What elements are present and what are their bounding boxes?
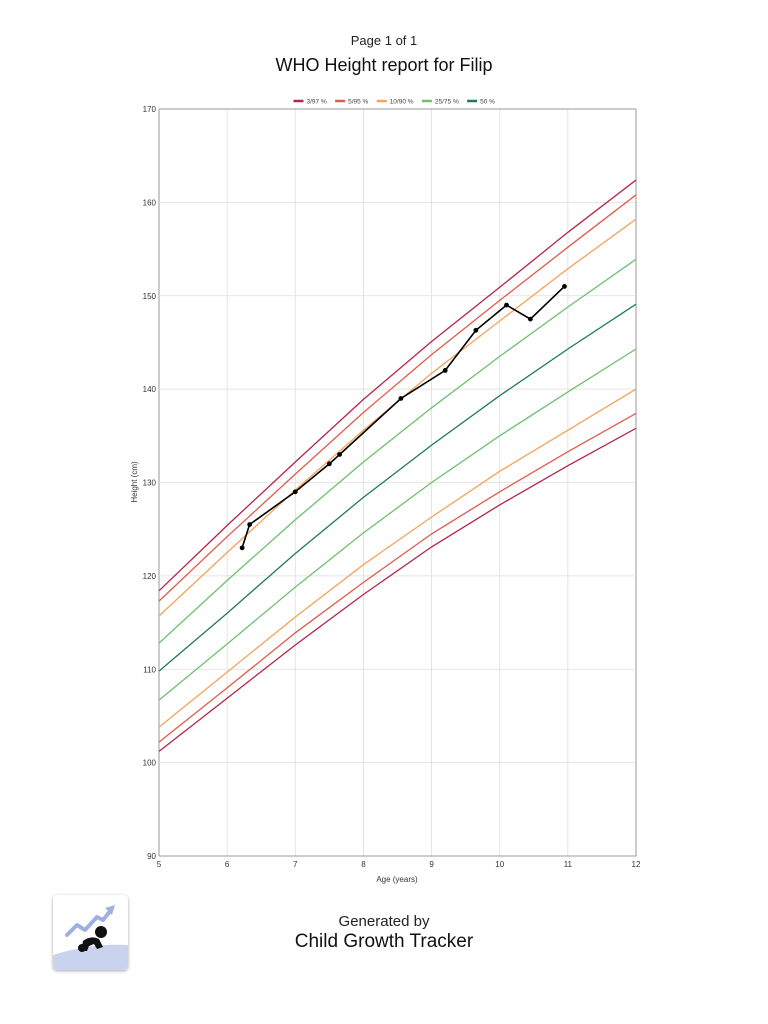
x-axis-label: Age (years)	[376, 875, 418, 884]
percentile-curves	[158, 179, 637, 752]
measurement-point	[292, 489, 298, 495]
legend-label: 5/95 %	[348, 98, 368, 105]
x-tick-label: 12	[632, 860, 641, 869]
measurement-point	[326, 461, 332, 467]
legend-label: 50 %	[480, 98, 495, 105]
percentile-curve-p95	[158, 194, 637, 602]
x-tick-label: 5	[157, 860, 162, 869]
measurement-point	[239, 545, 245, 551]
legend-item: 3/97 %	[293, 98, 327, 105]
height-chart: 3/97 % 5/95 % 10/90 % 25/75 % 50 % 5 6 7 8 9 10 11…	[130, 98, 641, 884]
x-tick-label: 8	[361, 860, 366, 869]
measurement-point	[247, 522, 253, 527]
x-tick-label: 7	[293, 860, 298, 869]
measurement-line	[241, 285, 565, 549]
chart-legend: 3/97 % 5/95 % 10/90 % 25/75 % 50 %	[293, 98, 495, 105]
percentile-curve-p5	[158, 412, 637, 743]
report-title: WHO Height report for Filip	[275, 55, 493, 75]
chart-grid	[158, 108, 637, 857]
x-tick-label: 11	[564, 860, 573, 869]
percentile-curve-p10	[158, 388, 637, 728]
axis-ticks: 5 6 7 8 9 10 11 12 90 100 110 120 130 140 150 160 170	[143, 105, 641, 869]
percentile-curve-p25	[158, 348, 637, 701]
legend-label: 3/97 %	[307, 98, 327, 105]
x-tick-label: 6	[225, 860, 230, 869]
measurement-series	[239, 284, 567, 551]
app-name: Child Growth Tracker	[294, 931, 474, 952]
y-tick-label: 140	[143, 385, 157, 394]
legend-label: 10/90 %	[390, 98, 414, 105]
measurement-point	[473, 327, 479, 333]
measurement-point	[398, 396, 404, 401]
x-tick-label: 10	[495, 860, 504, 869]
y-tick-label: 150	[143, 292, 157, 301]
y-tick-label: 110	[143, 665, 156, 674]
percentile-curve-p97	[158, 179, 637, 592]
measurement-point	[337, 452, 342, 457]
percentile-curve-p75	[158, 258, 637, 644]
measurement-point	[562, 284, 567, 289]
legend-item: 50 %	[467, 98, 495, 105]
legend-label: 25/75 %	[435, 98, 459, 105]
y-tick-label: 90	[147, 852, 156, 861]
percentile-curve-p90	[158, 218, 637, 617]
y-tick-label: 130	[143, 479, 157, 488]
child-growth-tracker-logo-icon	[53, 895, 128, 970]
y-tick-label: 170	[143, 105, 157, 114]
y-tick-label: 120	[143, 572, 157, 581]
measurement-point	[442, 368, 448, 373]
x-tick-label: 9	[429, 860, 434, 869]
measurement-point	[527, 316, 533, 322]
page-label: Page 1 of 1	[350, 33, 418, 48]
y-axis-label: Height (cm)	[130, 461, 139, 503]
y-tick-label: 100	[143, 759, 157, 768]
y-tick-label: 160	[143, 198, 157, 207]
legend-item: 25/75 %	[421, 98, 459, 105]
percentile-curve-p50	[158, 303, 637, 672]
measurement-point	[504, 302, 509, 308]
percentile-curve-p3	[158, 427, 637, 752]
legend-item: 10/90 %	[376, 98, 414, 105]
legend-item: 5/95 %	[335, 98, 369, 105]
generated-by-text: Generated by	[338, 913, 430, 930]
